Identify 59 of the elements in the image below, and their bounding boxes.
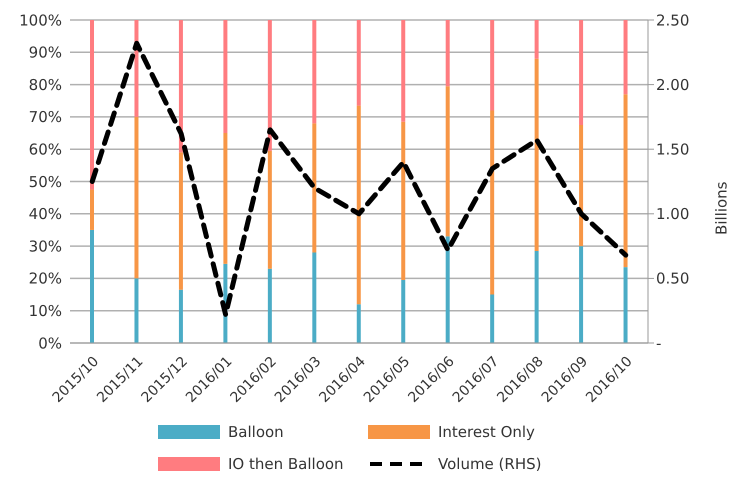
legend-label: IO then Balloon xyxy=(228,455,344,473)
y-tick-label: 10% xyxy=(28,302,62,320)
bar xyxy=(534,58,539,251)
y2-tick-label: 2.50 xyxy=(656,11,690,30)
bar xyxy=(312,252,316,343)
y-tick-label: 30% xyxy=(28,237,62,256)
bar xyxy=(624,267,628,343)
bar xyxy=(624,94,628,268)
y-tick-label: 20% xyxy=(28,270,62,288)
bar xyxy=(490,110,494,295)
bar xyxy=(446,236,450,343)
bar xyxy=(579,20,584,125)
bar xyxy=(223,20,228,134)
bar xyxy=(178,152,183,290)
y-tick-label: 70% xyxy=(28,108,62,126)
bar xyxy=(134,116,138,278)
bar xyxy=(90,230,94,343)
bar xyxy=(90,20,94,190)
bar xyxy=(490,294,494,343)
y2-tick-label: 2.00 xyxy=(656,76,690,94)
y-tick-label: 90% xyxy=(28,44,62,62)
bar xyxy=(312,20,316,124)
y-tick-label: 60% xyxy=(28,140,62,159)
legend-label: Volume (RHS) xyxy=(438,455,542,473)
bar xyxy=(268,150,272,269)
y2-tick-label: 1.50 xyxy=(656,140,690,159)
bar xyxy=(401,122,406,280)
y-tick-label: 80% xyxy=(28,76,62,94)
bar xyxy=(579,124,584,246)
y-tick-label: 100% xyxy=(19,11,62,30)
y2-axis-title: Billions xyxy=(712,181,730,235)
bar xyxy=(624,20,628,94)
bar xyxy=(268,20,272,151)
bar xyxy=(356,20,361,106)
bar xyxy=(446,20,450,86)
bar xyxy=(134,20,138,117)
bar xyxy=(223,133,228,264)
bar xyxy=(579,246,584,343)
y-tick-label: 40% xyxy=(28,205,62,224)
y-tick-label: 50% xyxy=(28,172,62,191)
y2-tick-label: 1.00 xyxy=(656,205,690,224)
bar xyxy=(446,86,450,236)
bar xyxy=(90,190,94,230)
bar xyxy=(356,304,361,343)
bar xyxy=(356,106,361,304)
y2-tick-label: 0.50 xyxy=(656,270,690,288)
legend-label: Balloon xyxy=(228,423,284,441)
y-tick-label: 0% xyxy=(38,334,62,352)
bar xyxy=(312,123,316,253)
bar xyxy=(534,20,539,59)
bar xyxy=(534,250,539,343)
bar xyxy=(401,280,406,343)
bar xyxy=(268,268,272,343)
bar xyxy=(490,20,494,110)
y2-tick-label: - xyxy=(656,334,662,352)
legend-label: Interest Only xyxy=(438,423,535,441)
bar xyxy=(178,290,183,343)
bar xyxy=(401,20,406,122)
bar xyxy=(134,278,138,343)
